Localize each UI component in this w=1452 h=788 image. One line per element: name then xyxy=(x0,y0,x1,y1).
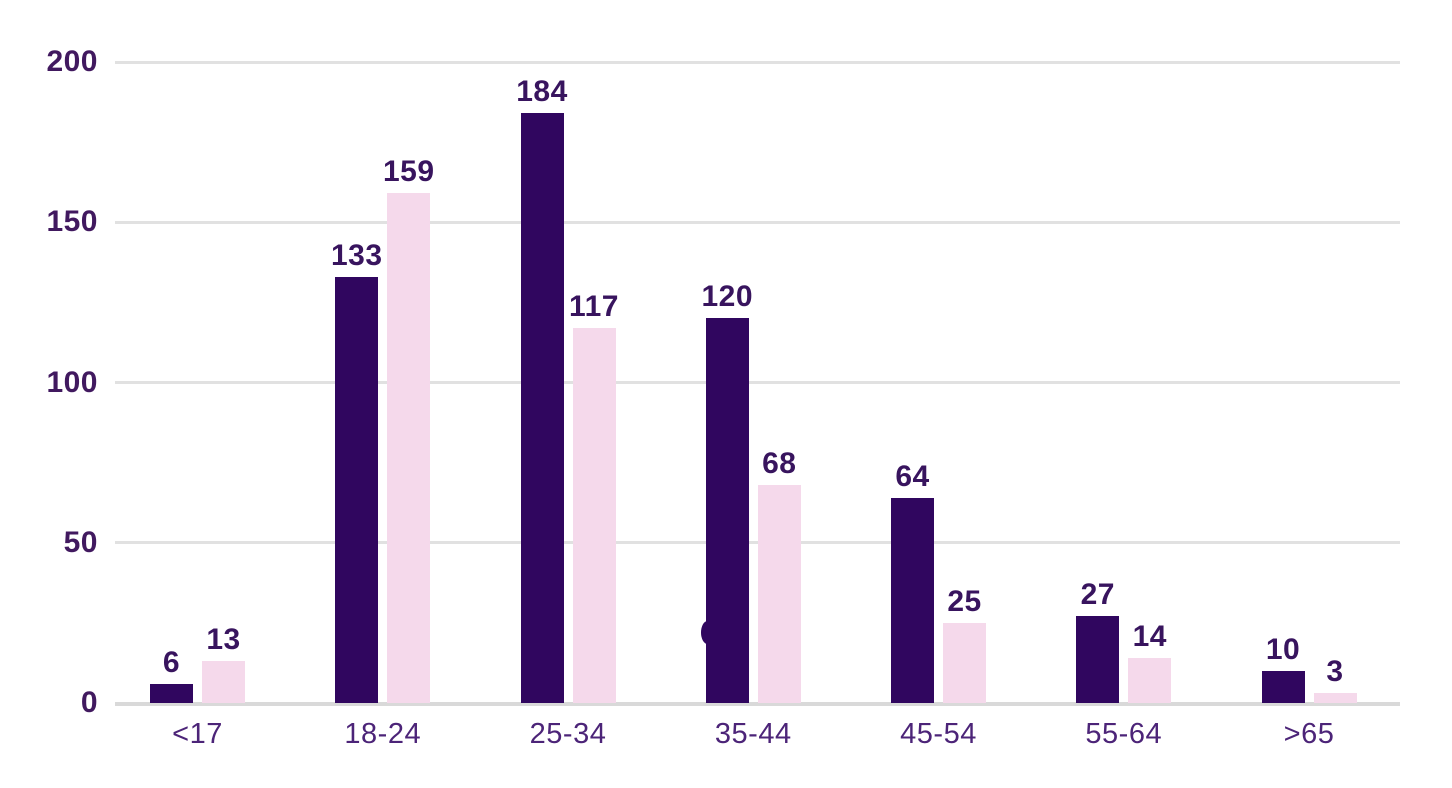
x-axis-tick-label: 25-34 xyxy=(529,718,607,750)
y-axis-tick-label: 0 xyxy=(80,686,98,719)
gridline xyxy=(115,220,1400,224)
bar-value-label: 3 xyxy=(1326,655,1344,688)
bar-series-2 xyxy=(202,661,245,703)
y-axis-tick-label: 100 xyxy=(46,365,98,399)
bar-series-1 xyxy=(705,318,749,703)
bar-value-label: 184 xyxy=(516,75,568,108)
bar-value-label: 14 xyxy=(1132,620,1167,653)
y-axis-tick-label: 200 xyxy=(46,45,98,78)
bar-series-2 xyxy=(572,328,616,703)
bar-series-1 xyxy=(150,684,193,703)
bar-value-label: 64 xyxy=(895,460,930,493)
bar-value-label: 120 xyxy=(701,280,754,313)
gridline xyxy=(115,541,1400,545)
bar-value-label: 68 xyxy=(762,447,797,480)
y-axis-tick-label: 50 xyxy=(63,525,98,559)
bar-series-1 xyxy=(891,498,934,703)
gridline xyxy=(115,701,1400,706)
bar-value-label: 133 xyxy=(330,239,383,272)
bar-series-2 xyxy=(757,485,801,703)
bar-series-2 xyxy=(1313,693,1357,703)
y-axis-tick-label: 150 xyxy=(46,205,98,239)
bar-series-2 xyxy=(943,623,986,703)
bar-series-1 xyxy=(335,277,379,703)
bar-value-label: 13 xyxy=(206,623,241,656)
bar-series-1 xyxy=(520,113,564,703)
bar-value-label: 117 xyxy=(569,290,619,323)
gridline xyxy=(115,381,1400,384)
bar-series-1 xyxy=(1261,671,1305,703)
x-axis-tick-label: 35-44 xyxy=(714,718,792,750)
bar-value-label: 6 xyxy=(162,646,181,679)
gridline xyxy=(115,60,1400,64)
x-axis-tick-label: 55-64 xyxy=(1085,718,1163,750)
bar-value-label: 27 xyxy=(1080,578,1115,611)
x-axis-tick-label: >65 xyxy=(1283,718,1335,750)
bar-value-label: 10 xyxy=(1265,633,1301,666)
bar-value-label: 25 xyxy=(947,585,982,618)
bar-series-1 xyxy=(1076,616,1120,703)
x-axis-tick-label: <17 xyxy=(172,718,223,750)
bar-value-label: 159 xyxy=(382,155,435,188)
x-axis-tick-label: 18-24 xyxy=(344,718,422,750)
bar-series-2 xyxy=(387,193,431,703)
bar-series-2 xyxy=(1128,658,1172,703)
x-axis-tick-label: 45-54 xyxy=(900,718,977,750)
